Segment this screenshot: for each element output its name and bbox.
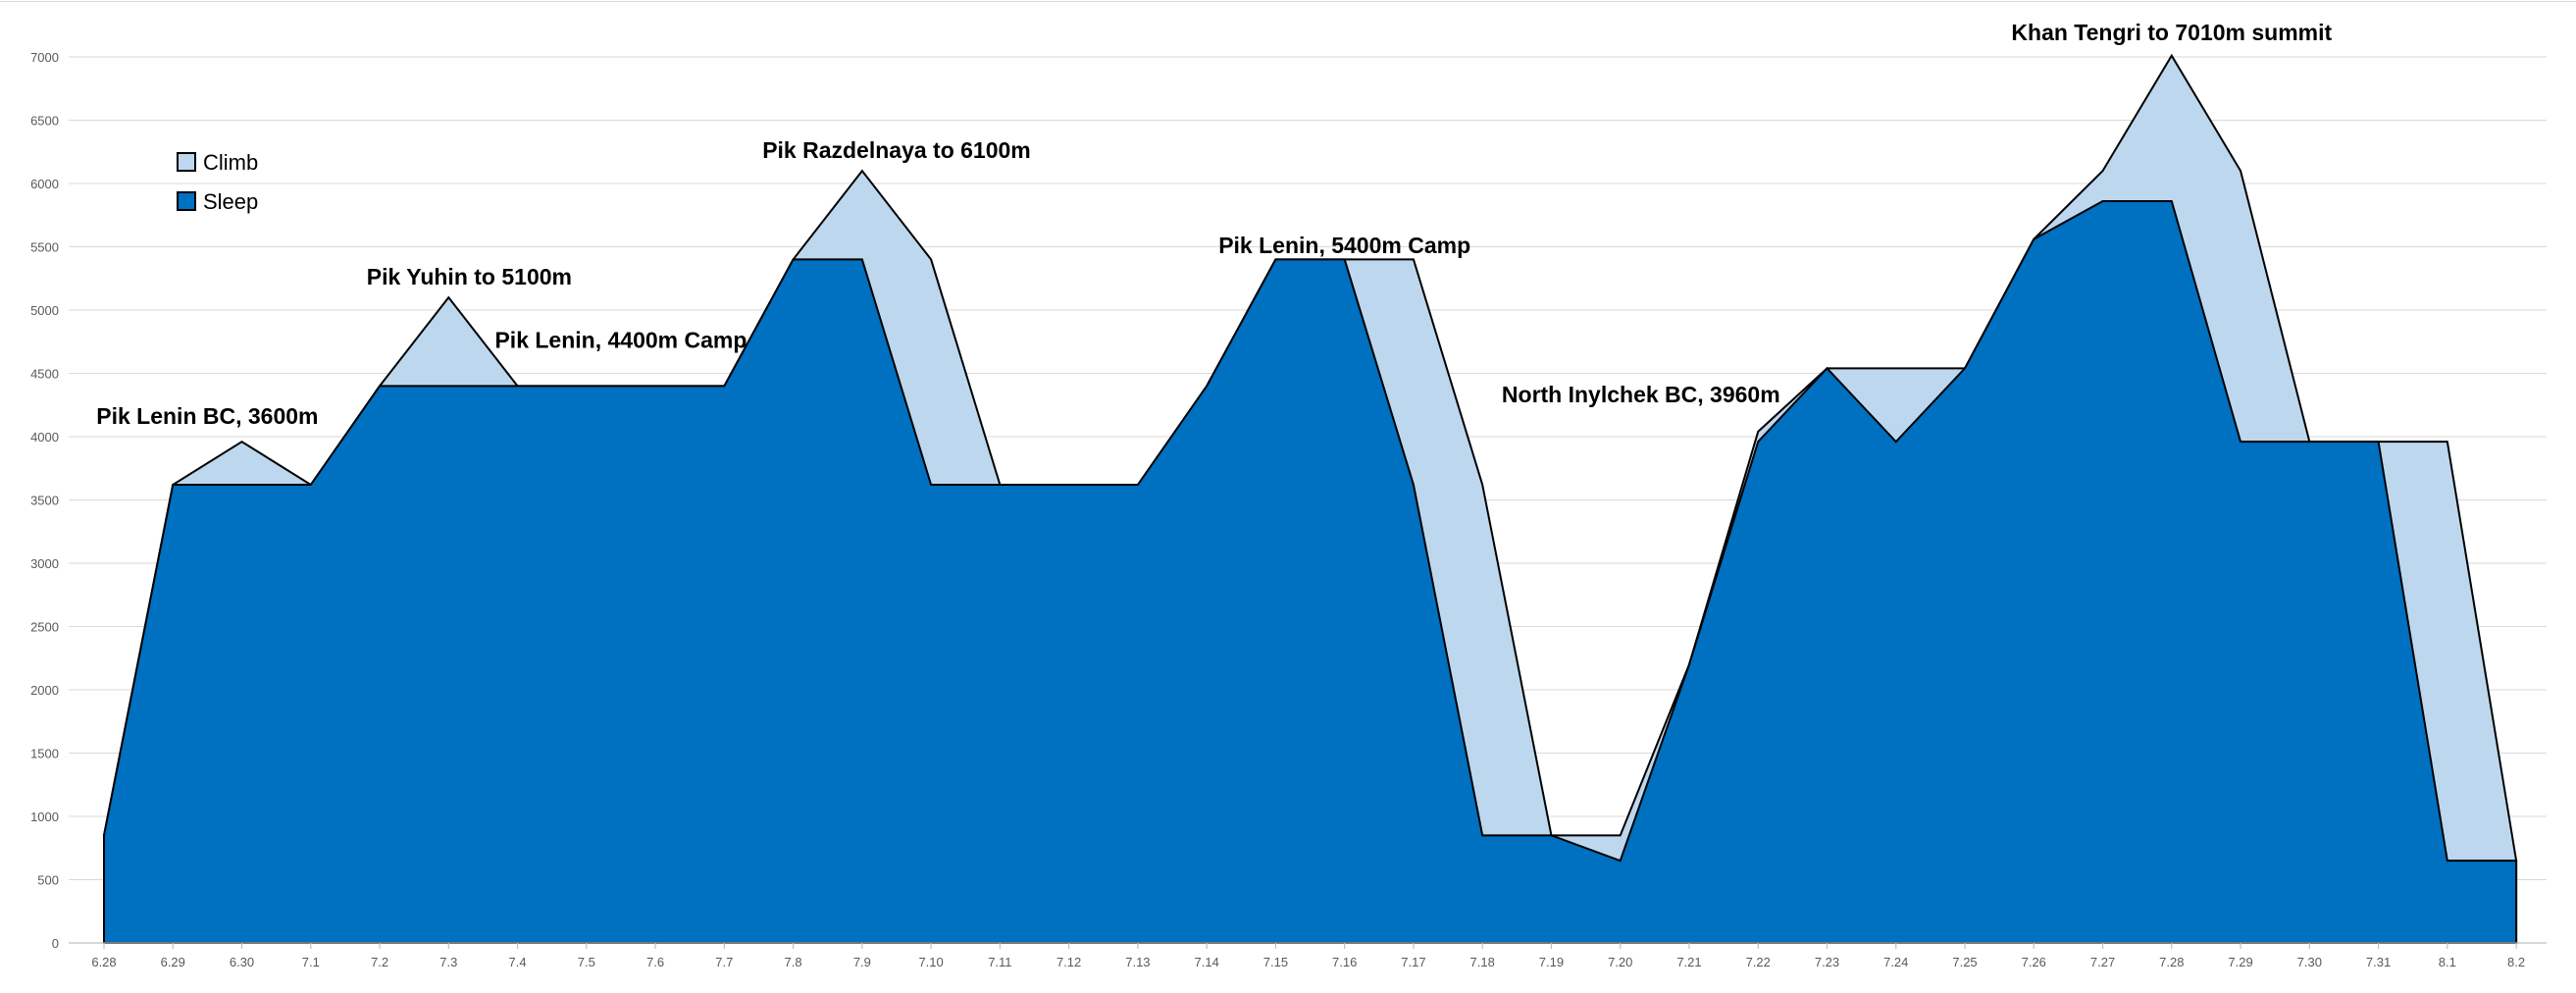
x-tick-label: 7.2 [371, 955, 388, 969]
y-tick-label: 5000 [30, 303, 59, 318]
x-tick-label: 7.13 [1125, 955, 1150, 969]
peak-annotation: Pik Lenin BC, 3600m [96, 403, 318, 429]
x-tick-label: 7.17 [1401, 955, 1425, 969]
y-tick-label: 2000 [30, 683, 59, 698]
x-tick-label: 7.24 [1883, 955, 1908, 969]
y-tick-label: 3000 [30, 556, 59, 571]
x-tick-label: 7.1 [302, 955, 320, 969]
peak-annotation: Pik Yuhin to 5100m [367, 264, 572, 289]
peak-annotation: Pik Razdelnaya to 6100m [762, 137, 1031, 163]
peak-annotation: Pik Lenin, 4400m Camp [494, 328, 747, 353]
legend: Climb Sleep [177, 150, 258, 214]
y-tick-label: 1000 [30, 810, 59, 824]
x-tick-label: 7.10 [918, 955, 943, 969]
legend-swatch-climb [177, 152, 196, 172]
x-tick-label: 7.7 [715, 955, 733, 969]
axes: 0 500 1000 1500 2000 2500 3000 3500 4000 4500 5000… [30, 50, 2547, 969]
x-tick-label: 7.4 [509, 955, 527, 969]
x-tick-label: 7.9 [853, 955, 871, 969]
y-tick-label: 6500 [30, 114, 59, 129]
x-tick-label: 7.31 [2366, 955, 2391, 969]
legend-label-sleep: Sleep [203, 189, 258, 214]
annotations: Pik Lenin BC, 3600m Pik Yuhin to 5100m Pik… [96, 20, 2332, 429]
x-tick-label: 8.1 [2439, 955, 2456, 969]
x-tick-label: 7.3 [439, 955, 457, 969]
series-area-sleep [103, 200, 2518, 944]
x-tick-label: 7.21 [1676, 955, 1701, 969]
x-tick-label: 7.18 [1470, 955, 1495, 969]
x-tick-label: 6.30 [230, 955, 254, 969]
x-tick-label: 7.30 [2297, 955, 2322, 969]
y-tick-label: 6000 [30, 177, 59, 191]
x-tick-label: 7.26 [2022, 955, 2046, 969]
peak-annotation: North Inylchek BC, 3960m [1502, 382, 1780, 407]
legend-swatch-sleep [177, 191, 196, 211]
x-tick-label: 7.8 [785, 955, 802, 969]
x-tick-label: 7.15 [1263, 955, 1288, 969]
x-tick-label: 7.12 [1056, 955, 1081, 969]
y-tick-label: 1500 [30, 747, 59, 761]
x-tick-label: 7.5 [578, 955, 595, 969]
y-tick-label: 5500 [30, 240, 59, 255]
x-tick-label: 7.20 [1608, 955, 1632, 969]
x-tick-label: 6.29 [161, 955, 185, 969]
legend-label-climb: Climb [203, 150, 258, 175]
y-tick-label: 500 [37, 873, 59, 888]
y-tick-label: 4500 [30, 367, 59, 382]
peak-annotation: Khan Tengri to 7010m summit [2011, 20, 2332, 45]
plot-areas [103, 53, 2518, 944]
x-tick-label: 7.16 [1332, 955, 1357, 969]
x-tick-label: 8.2 [2507, 955, 2525, 969]
x-tick-label: 7.23 [1815, 955, 1839, 969]
x-tick-label: 7.29 [2228, 955, 2252, 969]
x-tick-label: 7.27 [2090, 955, 2115, 969]
x-tick-label: 7.19 [1539, 955, 1564, 969]
y-tick-label: 0 [52, 936, 59, 951]
x-tick-label: 7.14 [1195, 955, 1219, 969]
peak-annotation: Pik Lenin, 5400m Camp [1218, 233, 1470, 258]
x-tick-label: 7.11 [988, 955, 1011, 969]
x-tick-label: 7.25 [1952, 955, 1977, 969]
x-tick-label: 7.22 [1746, 955, 1771, 969]
y-tick-label: 7000 [30, 50, 59, 65]
y-tick-label: 3500 [30, 494, 59, 508]
x-tick-label: 6.28 [91, 955, 116, 969]
x-tick-label: 7.6 [646, 955, 664, 969]
y-tick-label: 4000 [30, 430, 59, 444]
x-tick-label: 7.28 [2159, 955, 2184, 969]
y-tick-label: 2500 [30, 620, 59, 635]
